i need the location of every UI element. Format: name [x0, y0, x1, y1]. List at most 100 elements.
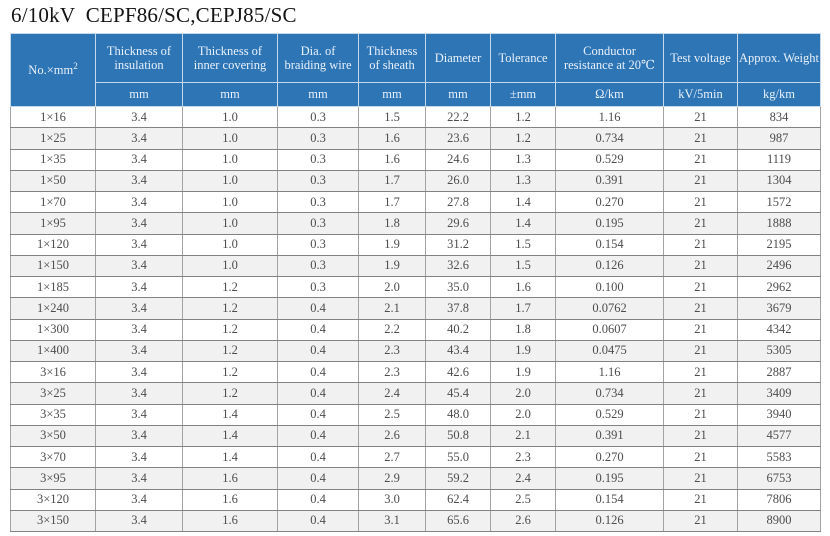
row-spec-cell: 1×25 — [10, 127, 96, 150]
table-header: No.×mm2 Thickness of insulation Thicknes… — [10, 33, 821, 107]
value-cell: 1.4 — [490, 212, 556, 235]
value-cell: 1.9 — [490, 360, 556, 384]
value-cell: 0.4 — [277, 360, 359, 384]
table-row: 1×70 3.4 1.0 0.3 1.7 27.8 1.4 0.270 21 1572 — [10, 190, 821, 214]
value-cell: 2.0 — [490, 403, 556, 426]
value-cell: 2.1 — [490, 424, 556, 448]
value-cell: 0.0475 — [555, 339, 664, 363]
value-cell: 0.734 — [555, 127, 664, 150]
value-cell: 29.6 — [425, 212, 491, 235]
table-row: 3×70 3.4 1.4 0.4 2.7 55.0 2.3 0.270 21 5583 — [10, 445, 821, 469]
value-cell: 2.1 — [358, 297, 426, 320]
value-cell: 21 — [663, 424, 738, 448]
column-header-spec: No.×mm2 — [10, 33, 96, 107]
value-cell: 2.3 — [358, 360, 426, 384]
value-cell: 2.2 — [358, 318, 426, 341]
value-cell: 1.2 — [182, 275, 278, 299]
value-cell: 21 — [663, 190, 738, 214]
value-cell: 32.6 — [425, 254, 491, 278]
unit-header: mm — [277, 82, 359, 107]
value-cell: 62.4 — [425, 488, 491, 511]
table-body: 1×16 3.4 1.0 0.3 1.5 22.2 1.2 1.16 21 834 1×25 3.4 1… — [10, 105, 821, 533]
row-spec-cell: 3×70 — [10, 445, 96, 469]
unit-header: Ω/km — [555, 82, 664, 107]
value-cell: 0.4 — [277, 382, 359, 405]
value-cell: 21 — [663, 445, 738, 469]
value-cell: 3.4 — [95, 488, 183, 511]
value-cell: 1.2 — [182, 339, 278, 363]
column-header-test-voltage: Test voltage — [663, 33, 738, 83]
value-cell: 1.5 — [358, 105, 426, 129]
table-row: 1×240 3.4 1.2 0.4 2.1 37.8 1.7 0.0762 21 3679 — [10, 297, 821, 320]
value-cell: 21 — [663, 467, 738, 490]
value-cell: 1.5 — [490, 233, 556, 256]
table-row: 1×185 3.4 1.2 0.3 2.0 35.0 1.6 0.100 21 2962 — [10, 275, 821, 299]
value-cell: 7806 — [737, 488, 821, 511]
value-cell: 3.4 — [95, 445, 183, 469]
table-row: 1×50 3.4 1.0 0.3 1.7 26.0 1.3 0.391 21 1304 — [10, 169, 821, 193]
value-cell: 42.6 — [425, 360, 491, 384]
table-row: 3×25 3.4 1.2 0.4 2.4 45.4 2.0 0.734 21 3409 — [10, 382, 821, 405]
value-cell: 3.4 — [95, 169, 183, 193]
value-cell: 65.6 — [425, 509, 491, 533]
value-cell: 3409 — [737, 382, 821, 405]
value-cell: 3.4 — [95, 360, 183, 384]
value-cell: 23.6 — [425, 127, 491, 150]
column-header-sheath: Thickness of sheath — [358, 33, 426, 83]
value-cell: 0.4 — [277, 339, 359, 363]
value-cell: 5305 — [737, 339, 821, 363]
table-row: 1×120 3.4 1.0 0.3 1.9 31.2 1.5 0.154 21 2195 — [10, 233, 821, 256]
value-cell: 3.1 — [358, 509, 426, 533]
value-cell: 3.4 — [95, 382, 183, 405]
row-spec-cell: 3×95 — [10, 467, 96, 490]
value-cell: 987 — [737, 127, 821, 150]
value-cell: 1.6 — [358, 148, 426, 171]
value-cell: 21 — [663, 488, 738, 511]
value-cell: 3.4 — [95, 467, 183, 490]
value-cell: 5583 — [737, 445, 821, 469]
value-cell: 24.6 — [425, 148, 491, 171]
value-cell: 1.4 — [182, 403, 278, 426]
page-title: 6/10kV CEPF86/SC,CEPJ85/SC — [11, 3, 297, 27]
value-cell: 3.4 — [95, 403, 183, 426]
header-unit-row: mm mm mm mm mm ±mm Ω/km kV/5min kg/km — [11, 82, 821, 107]
column-header-braiding-wire: Dia. of braiding wire — [277, 33, 359, 83]
unit-header: kV/5min — [663, 82, 738, 107]
value-cell: 2962 — [737, 275, 821, 299]
unit-header: mm — [425, 82, 491, 107]
value-cell: 1.6 — [182, 509, 278, 533]
value-cell: 2.5 — [358, 403, 426, 426]
table-row: 3×95 3.4 1.6 0.4 2.9 59.2 2.4 0.195 21 6753 — [10, 467, 821, 490]
value-cell: 21 — [663, 297, 738, 320]
value-cell: 0.195 — [555, 467, 664, 490]
value-cell: 0.3 — [277, 148, 359, 171]
value-cell: 0.4 — [277, 445, 359, 469]
table-row: 3×16 3.4 1.2 0.4 2.3 42.6 1.9 1.16 21 2887 — [10, 360, 821, 384]
value-cell: 1.2 — [182, 382, 278, 405]
value-cell: 21 — [663, 360, 738, 384]
value-cell: 0.4 — [277, 467, 359, 490]
value-cell: 1.8 — [490, 318, 556, 341]
value-cell: 1.7 — [490, 297, 556, 320]
row-spec-cell: 3×150 — [10, 509, 96, 533]
value-cell: 40.2 — [425, 318, 491, 341]
value-cell: 0.4 — [277, 488, 359, 511]
value-cell: 1.2 — [490, 127, 556, 150]
row-spec-cell: 1×240 — [10, 297, 96, 320]
value-cell: 0.3 — [277, 190, 359, 214]
value-cell: 3.4 — [95, 212, 183, 235]
row-spec-cell: 1×185 — [10, 275, 96, 299]
unit-header: mm — [358, 82, 426, 107]
value-cell: 1.9 — [358, 254, 426, 278]
value-cell: 3.4 — [95, 297, 183, 320]
value-cell: 2.4 — [358, 382, 426, 405]
value-cell: 1572 — [737, 190, 821, 214]
value-cell: 1.7 — [358, 169, 426, 193]
value-cell: 2195 — [737, 233, 821, 256]
row-spec-cell: 1×70 — [10, 190, 96, 214]
value-cell: 55.0 — [425, 445, 491, 469]
row-spec-cell: 3×35 — [10, 403, 96, 426]
value-cell: 2.0 — [358, 275, 426, 299]
unit-header: mm — [95, 82, 183, 107]
